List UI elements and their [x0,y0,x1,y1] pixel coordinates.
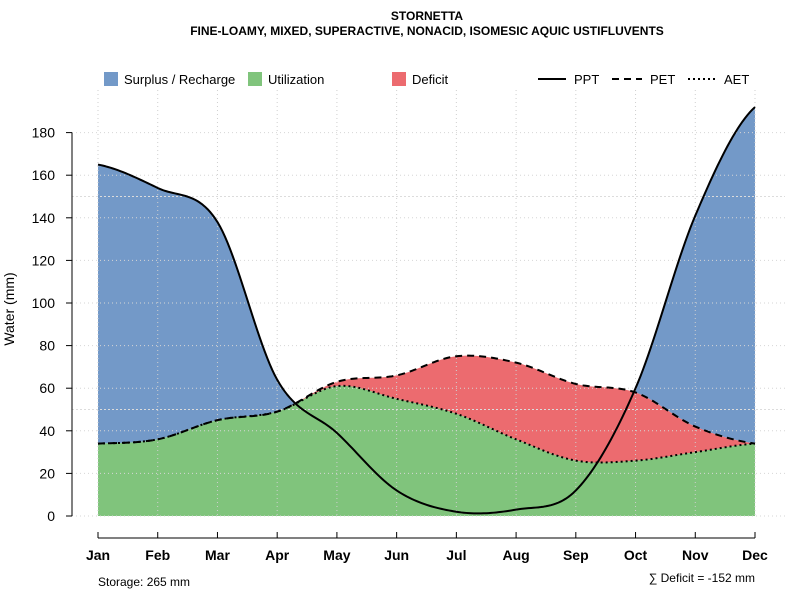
x-tick-label: Jun [384,547,409,563]
legend-label-deficit: Deficit [412,72,449,87]
plot-lines [97,106,756,515]
legend-label-utilization: Utilization [268,72,324,87]
x-tick-label: Jan [86,547,110,563]
y-tick-label: 140 [32,210,56,226]
series-line-ppt [97,106,756,515]
y-tick-label: 40 [39,423,55,439]
deficit-note: ∑ Deficit = -152 mm [649,571,755,585]
x-tick-label: Jul [446,547,466,563]
deficit-area [98,355,755,463]
x-tick-label: Sep [563,547,589,563]
y-tick-label: 100 [32,295,56,311]
legend-swatch-deficit [392,72,406,86]
legend-label-surplus: Surplus / Recharge [124,72,235,87]
chart-subtitle: FINE-LOAMY, MIXED, SUPERACTIVE, NONACID,… [190,24,664,38]
legend-label-ppt: PPT [574,72,599,87]
x-tick-label: May [323,547,350,563]
plot-areas [98,107,755,516]
y-tick-label: 160 [32,167,56,183]
y-axis-title: Water (mm) [1,272,17,345]
x-tick-label: Oct [624,547,648,563]
x-tick-label: Nov [682,547,709,563]
y-tick-label: 0 [47,508,55,524]
plot-grid [72,90,785,517]
chart-title: STORNETTA [391,9,464,23]
legend-swatch-surplus [104,72,118,86]
legend: Surplus / Recharge Utilization Deficit P… [104,72,749,87]
x-tick-label: Apr [265,547,290,563]
legend-swatch-utilization [248,72,262,86]
series-line-pet [97,354,756,445]
series-line-aet [97,384,756,464]
x-tick-label: Aug [502,547,529,563]
x-tick-label: Dec [742,547,768,563]
legend-label-aet: AET [724,72,749,87]
x-tick-label: Feb [145,547,170,563]
y-tick-label: 180 [32,125,56,141]
storage-note: Storage: 265 mm [98,575,190,589]
y-tick-label: 60 [39,380,55,396]
y-tick-label: 120 [32,252,56,268]
utilization-area [98,385,755,516]
legend-label-pet: PET [650,72,675,87]
y-tick-label: 80 [39,338,55,354]
plot-axes: 0 20 40 60 80 100 120 140 160 180 Jan Feb Mar Apr May J… [32,125,768,563]
x-tick-label: Mar [205,547,230,563]
y-tick-label: 20 [39,465,55,481]
surplus-area [98,107,755,444]
